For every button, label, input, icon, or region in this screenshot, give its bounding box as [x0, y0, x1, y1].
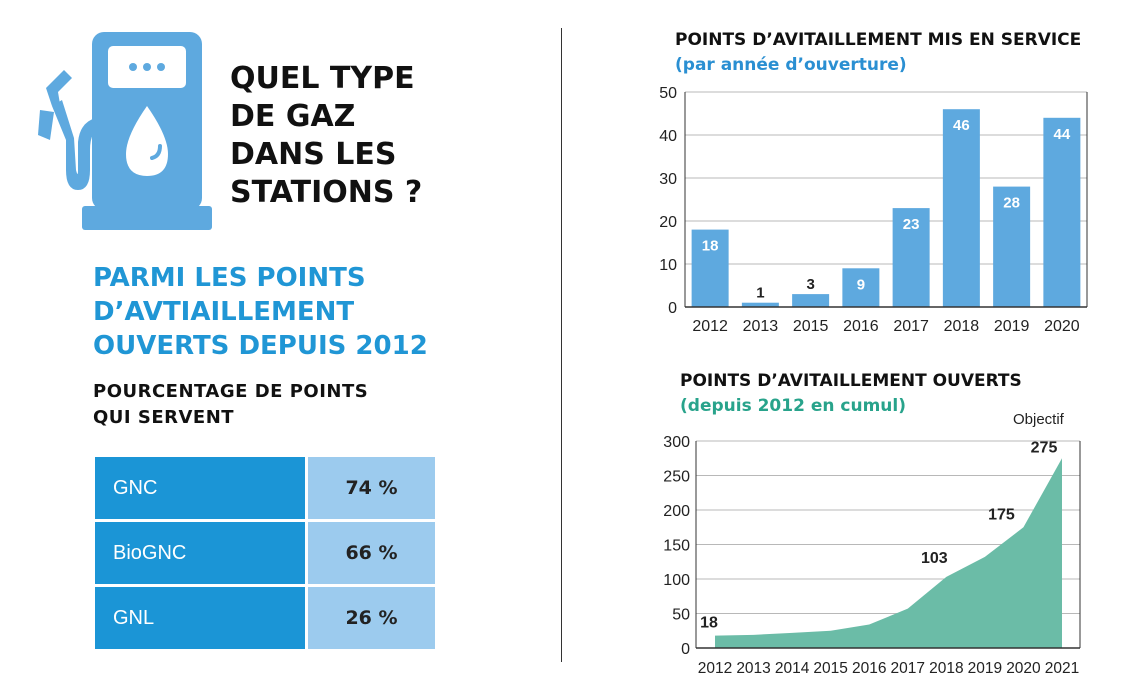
x-tick-label: 2015: [813, 660, 847, 677]
x-tick-label: 2017: [891, 660, 925, 677]
bar-chart: 0 10 20 30 40 50 18 2012 1 2013 3 2015 9 2016 23 2017 46…: [659, 85, 1088, 335]
area-chart-subtitle: (depuis 2012 en cumul): [680, 396, 906, 416]
fuel-pump-icon: [38, 32, 212, 230]
data-label: 3: [806, 276, 814, 293]
x-tick-label: 2020: [1006, 660, 1041, 677]
y-tick-label: 40: [659, 128, 677, 145]
area-chart-title: POINTS D’AVITAILLEMENT OUVERTS: [680, 371, 1022, 391]
data-label: 275: [1031, 439, 1058, 456]
bar: [792, 294, 830, 307]
title-line: QUEL TYPE: [230, 61, 415, 96]
x-tick-label: 2012: [692, 318, 728, 335]
title-line: DANS LES: [230, 137, 397, 172]
gas-name-cell: BioGNC: [95, 522, 305, 584]
x-tick-label: 2019: [994, 318, 1030, 335]
data-label: 175: [988, 506, 1015, 523]
x-tick-label: 2013: [736, 660, 770, 677]
bar: [741, 302, 779, 307]
data-label: 9: [857, 276, 865, 293]
data-label: 103: [921, 550, 948, 567]
area-series: [715, 458, 1062, 648]
vertical-divider: [561, 28, 562, 662]
gas-value-cell: 26 %: [308, 587, 435, 649]
y-tick-label: 200: [663, 503, 690, 520]
y-tick-label: 100: [663, 572, 690, 589]
data-label: 1: [756, 285, 764, 302]
y-tick-label: 50: [672, 607, 690, 624]
table-row: BioGNC 66 %: [95, 522, 435, 584]
data-label: 18: [700, 615, 718, 632]
gas-name-cell: GNL: [95, 587, 305, 649]
y-tick-label: 10: [659, 257, 677, 274]
x-tick-label: 2016: [843, 318, 879, 335]
y-tick-label: 20: [659, 214, 677, 231]
bar: [842, 268, 880, 307]
bar: [691, 229, 729, 307]
x-tick-label: 2017: [893, 318, 929, 335]
table-row: GNC 74 %: [95, 457, 435, 519]
title-line: DE GAZ: [230, 99, 356, 134]
x-tick-label: 2016: [852, 660, 886, 677]
table-caption: POURCENTAGE DE POINTS QUI SERVENT: [93, 379, 493, 431]
bar: [1043, 117, 1081, 307]
x-tick-label: 2018: [944, 318, 980, 335]
bar: [892, 208, 930, 307]
y-tick-label: 30: [659, 171, 677, 188]
y-tick-label: 300: [663, 434, 690, 451]
bar-chart-subtitle: (par année d’ouverture): [675, 55, 907, 75]
x-tick-label: 2015: [793, 318, 829, 335]
bar: [942, 109, 980, 307]
gas-name-cell: GNC: [95, 457, 305, 519]
subtitle-line: PARMI LES POINTS: [93, 263, 366, 293]
x-tick-label: 2014: [775, 660, 810, 677]
caption-line: QUI SERVENT: [93, 407, 235, 428]
objectif-label: Objectif: [1013, 411, 1064, 428]
area-chart: 0 50 100 150 200 250 300 2012 2013 2014 2015 2016 20…: [663, 434, 1081, 677]
y-tick-label: 50: [659, 85, 677, 102]
table-row: GNL 26 %: [95, 587, 435, 649]
x-tick-label: 2019: [968, 660, 1002, 677]
x-tick-label: 2021: [1045, 660, 1079, 677]
caption-line: POURCENTAGE DE POINTS: [93, 381, 369, 402]
gas-value-cell: 74 %: [308, 457, 435, 519]
y-tick-label: 250: [663, 469, 690, 486]
x-tick-label: 2018: [929, 660, 963, 677]
x-tick-label: 2020: [1044, 318, 1080, 335]
section-subtitle: PARMI LES POINTS D’AVTIAILLEMENT OUVERTS…: [93, 261, 513, 363]
x-tick-label: 2012: [698, 660, 732, 677]
y-tick-label: 150: [663, 538, 690, 555]
data-label: 23: [903, 216, 920, 233]
data-label: 18: [702, 238, 719, 255]
data-label: 28: [1003, 195, 1020, 212]
subtitle-line: D’AVTIAILLEMENT: [93, 297, 355, 327]
y-tick-label: 0: [681, 641, 690, 658]
data-label: 46: [953, 117, 970, 134]
x-tick-label: 2013: [743, 318, 779, 335]
main-title: QUEL TYPE DE GAZ DANS LES STATIONS ?: [230, 60, 530, 212]
gas-value-cell: 66 %: [308, 522, 435, 584]
y-tick-label: 0: [668, 300, 677, 317]
bar-chart-title: POINTS D’AVITAILLEMENT MIS EN SERVICE: [675, 30, 1082, 50]
bar: [993, 186, 1031, 307]
title-line: STATIONS ?: [230, 175, 423, 210]
subtitle-line: OUVERTS DEPUIS 2012: [93, 331, 428, 361]
data-label: 44: [1054, 126, 1071, 143]
